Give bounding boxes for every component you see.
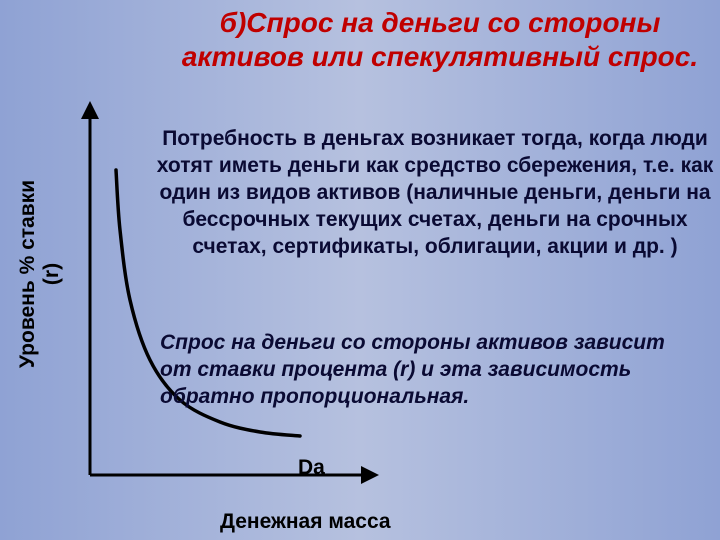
body2-text: Спрос на деньги со стороны активов завис… xyxy=(160,331,665,408)
body-paragraph-1: Потребность в деньгах возникает тогда, к… xyxy=(150,126,720,260)
xlabel-text: Денежная масса xyxy=(220,510,391,533)
ylabel-text: Уровень % ставки (r) xyxy=(16,180,63,368)
curve-label-text: Da xyxy=(298,456,325,479)
chart-svg xyxy=(0,0,720,540)
body1-text: Потребность в деньгах возникает тогда, к… xyxy=(157,127,714,258)
y-axis-label: Уровень % ставки (r) xyxy=(16,174,64,374)
title-text: б)Спрос на деньги со стороны активов или… xyxy=(182,7,698,72)
body-paragraph-2: Спрос на деньги со стороны активов завис… xyxy=(160,330,700,411)
curve-label: Da xyxy=(298,456,325,480)
slide-title: б)Спрос на деньги со стороны активов или… xyxy=(170,6,710,73)
x-axis-label: Денежная масса xyxy=(220,510,391,534)
